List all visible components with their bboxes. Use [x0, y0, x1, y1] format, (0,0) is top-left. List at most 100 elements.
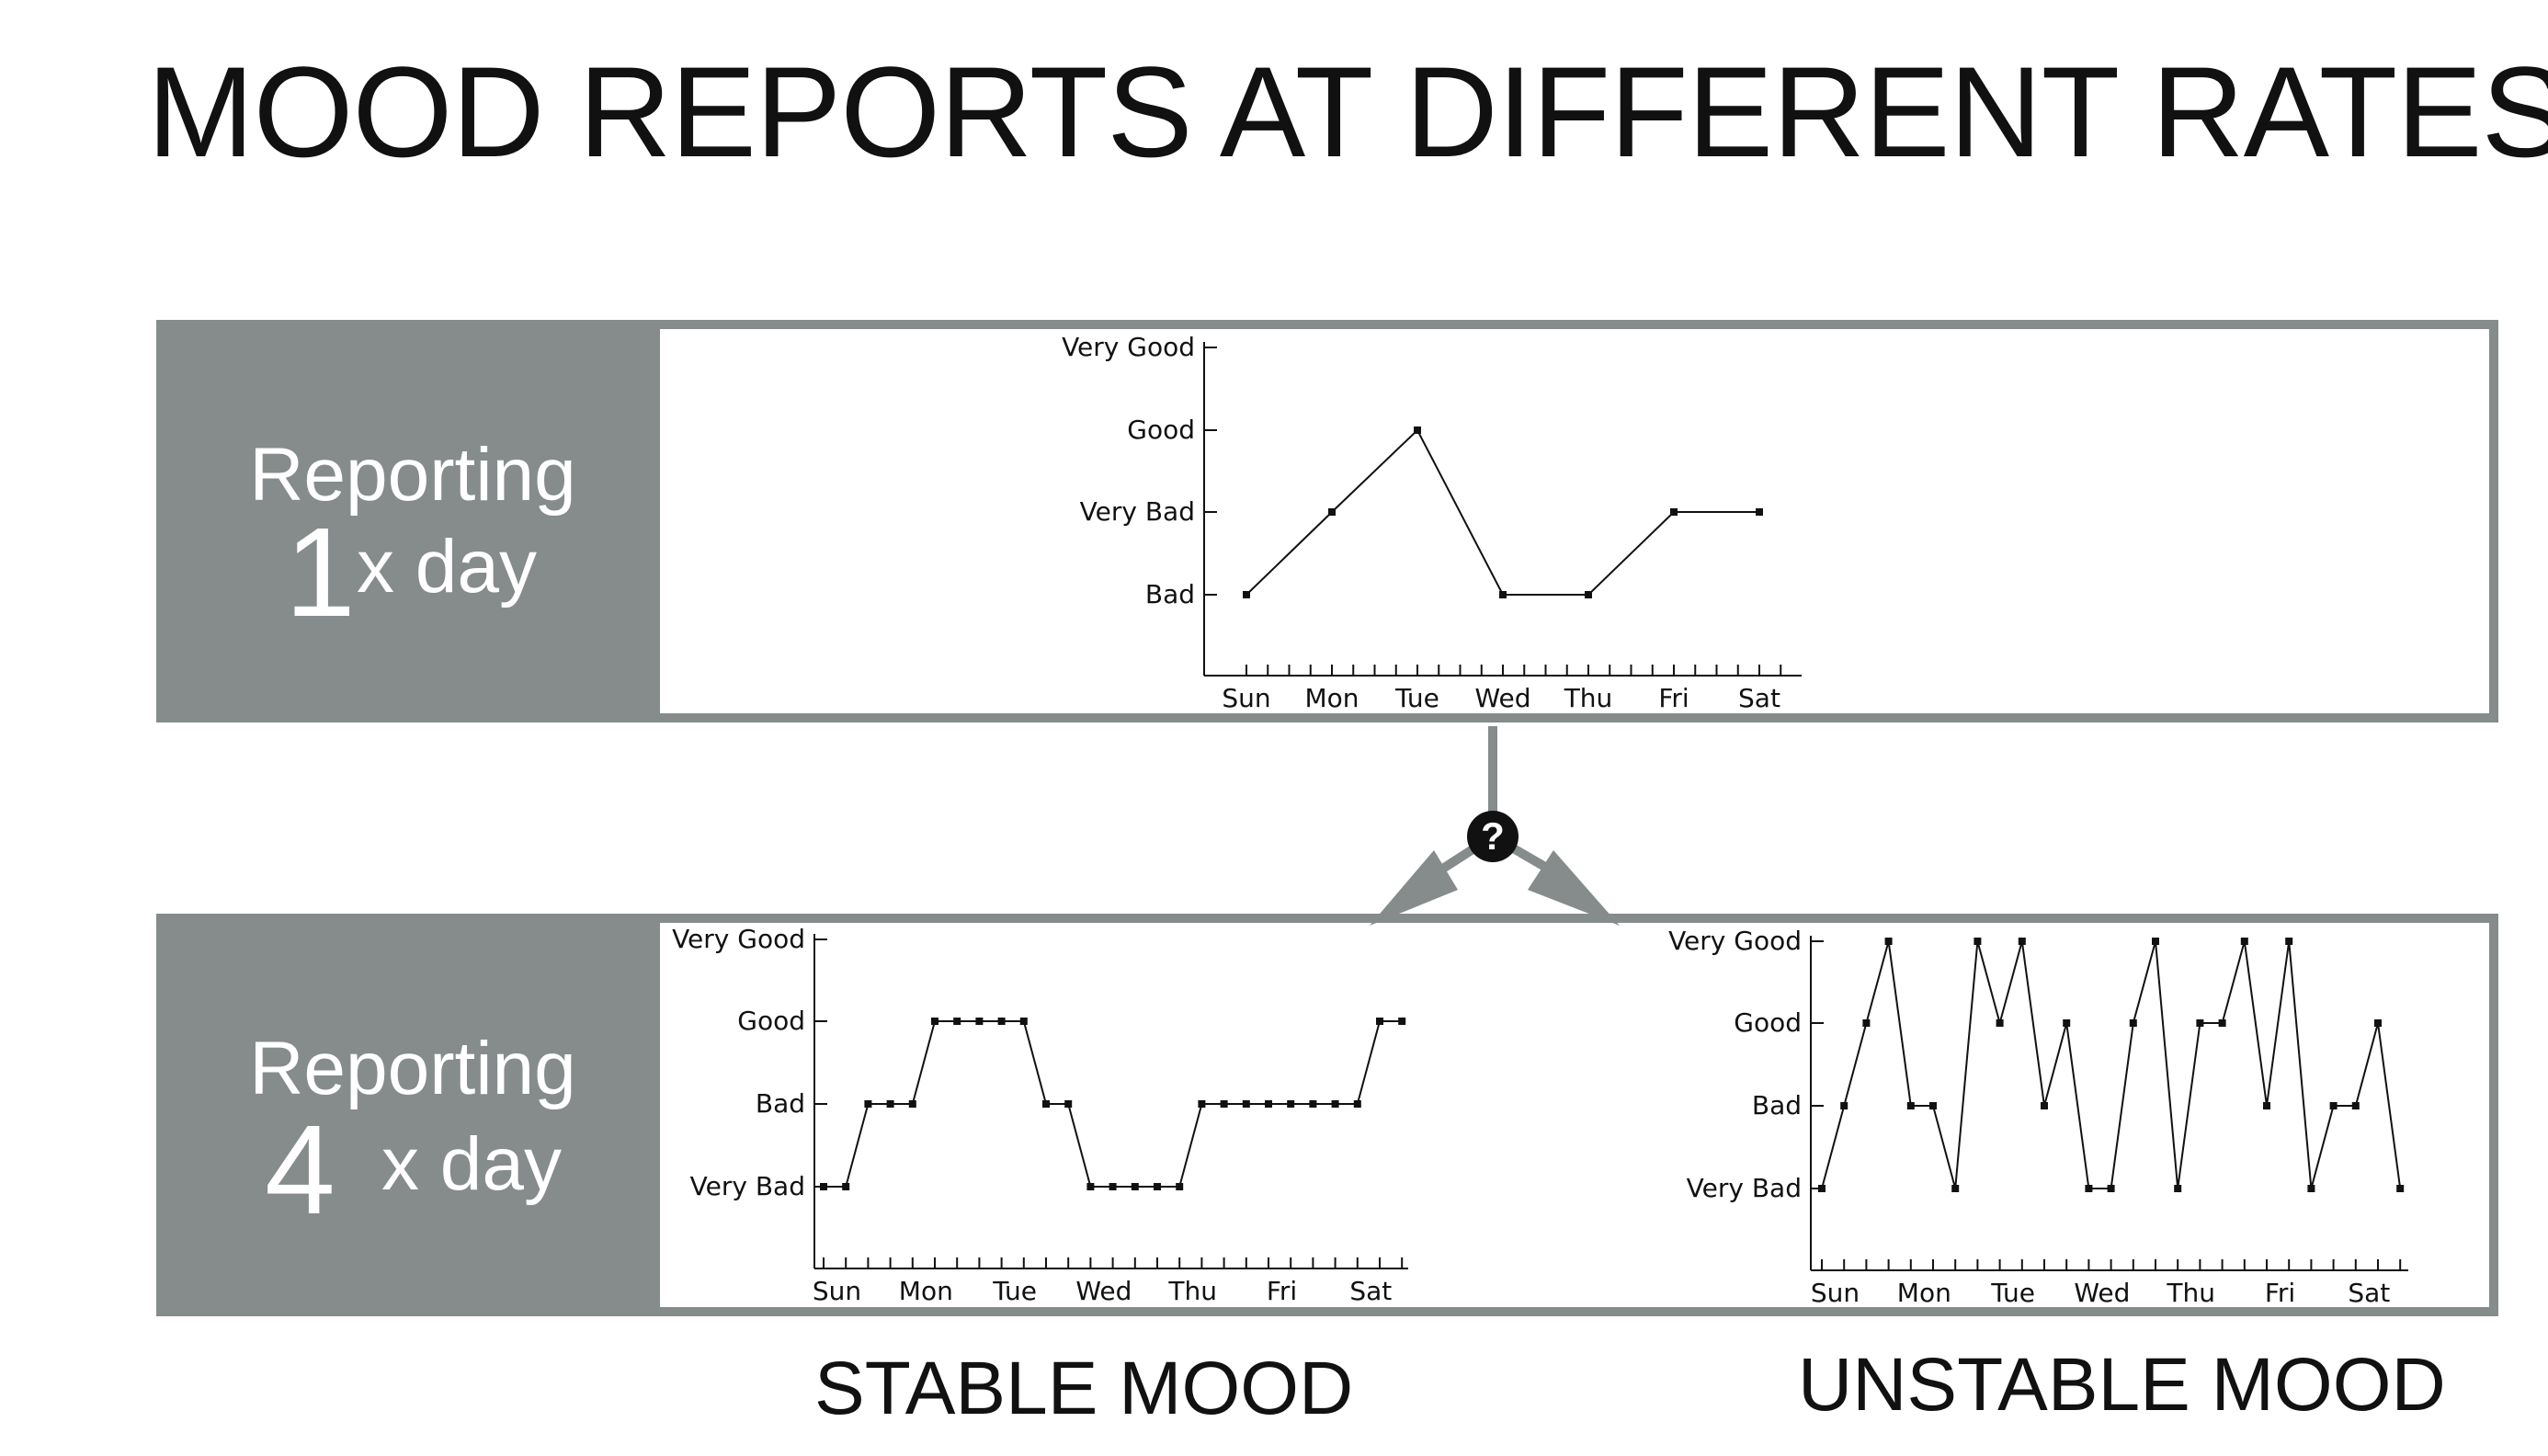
data-point [1198, 1100, 1206, 1108]
data-point [1176, 1183, 1184, 1190]
reporting-number: 4 [265, 1099, 336, 1241]
data-point [1974, 938, 1982, 945]
data-point [2285, 938, 2293, 945]
y-tick-label: Very Bad [690, 1171, 805, 1201]
data-point [1929, 1102, 1937, 1109]
reporting-rate: x day [357, 525, 537, 609]
x-tick-label: Sat [1738, 683, 1780, 713]
x-tick-label: Sun [1811, 1278, 1860, 1308]
data-point [1220, 1100, 1228, 1108]
data-point [931, 1018, 938, 1025]
panel-1x-day: Reporting 1 x day [156, 320, 2498, 722]
x-tick-label: Tue [1394, 683, 1439, 713]
reporting-number: 1 [285, 502, 356, 643]
x-tick-label: Mon [1897, 1278, 1951, 1308]
data-point [1353, 1100, 1361, 1108]
data-point [2129, 1019, 2137, 1027]
data-point [1265, 1100, 1272, 1108]
x-tick-label: Sat [1349, 1276, 1392, 1306]
data-point [1042, 1100, 1050, 1108]
x-tick-label: Wed [2074, 1278, 2130, 1308]
data-point [2263, 1102, 2270, 1109]
x-tick-label: Thu [1167, 1276, 1217, 1306]
data-point [997, 1018, 1006, 1025]
data-point [1906, 1102, 1915, 1109]
data-point [953, 1018, 961, 1025]
data-point [1414, 427, 1421, 434]
x-tick-label: Sun [1222, 683, 1270, 713]
reporting-rate: x day [381, 1122, 562, 1206]
data-point [864, 1100, 872, 1108]
y-tick-label: Bad [1752, 1090, 1802, 1120]
data-point [1670, 508, 1678, 516]
x-tick-label: Mon [899, 1276, 953, 1306]
x-tick-label: Fri [2265, 1278, 2295, 1308]
arrowhead-right-icon [1528, 850, 1620, 926]
y-tick-label: Very Bad [1687, 1173, 1802, 1203]
data-point [1996, 1019, 2004, 1027]
data-point [2152, 938, 2159, 945]
data-point [1109, 1183, 1117, 1190]
data-point [1840, 1102, 1848, 1109]
reporting-4x-label: Reporting 4 x day [165, 923, 660, 1307]
data-point [1756, 508, 1763, 516]
x-tick-label: Thu [2166, 1278, 2215, 1308]
y-tick-label: Good [737, 1006, 805, 1036]
y-tick-label: Very Good [672, 924, 805, 954]
data-point [2018, 938, 2026, 945]
data-point [1818, 1185, 1826, 1192]
series-line [1821, 940, 2402, 1189]
data-point [2174, 1185, 2182, 1192]
data-point [1287, 1100, 1295, 1108]
data-point [1585, 591, 1592, 598]
data-point [1131, 1183, 1139, 1190]
reporting-word: Reporting [249, 433, 576, 517]
data-point [2351, 1102, 2360, 1109]
y-tick-label: Good [1734, 1007, 1802, 1038]
caption-unstable: UNSTABLE MOOD [1798, 1343, 2446, 1427]
x-tick-label: Sun [813, 1276, 861, 1306]
x-tick-label: Fri [1267, 1276, 1297, 1306]
data-point [2041, 1102, 2048, 1109]
series-line [1246, 428, 1759, 596]
data-point [2374, 1019, 2382, 1027]
data-point [2240, 938, 2248, 945]
x-tick-label: Wed [1075, 1276, 1132, 1306]
data-point [2218, 1019, 2226, 1027]
data-point [1398, 1018, 1406, 1025]
data-point [1019, 1018, 1028, 1025]
data-point [1064, 1100, 1073, 1108]
data-point [2307, 1185, 2315, 1192]
data-point [908, 1100, 916, 1108]
data-point [1884, 938, 1893, 945]
page-title: MOOD REPORTS AT DIFFERENT RATES [147, 40, 2548, 184]
y-tick-label: Very Bad [1080, 496, 1195, 527]
data-point [886, 1100, 894, 1108]
question-badge-icon: ? [1467, 811, 1519, 862]
data-point [2063, 1019, 2071, 1027]
data-point [1328, 508, 1336, 516]
panel-4x-day: Reporting 4 x day [156, 914, 2498, 1316]
data-point [1154, 1183, 1161, 1190]
reporting-word: Reporting [249, 1027, 576, 1110]
y-tick-label: Bad [756, 1088, 805, 1119]
data-point [1086, 1183, 1095, 1190]
data-point [820, 1183, 827, 1190]
data-point [2396, 1185, 2405, 1192]
y-tick-label: Very Good [1062, 332, 1195, 362]
data-point [1499, 591, 1507, 598]
data-point [975, 1018, 984, 1025]
data-point [2085, 1185, 2093, 1192]
data-point [2329, 1102, 2338, 1109]
data-point [1242, 1100, 1250, 1108]
x-tick-label: Wed [1474, 683, 1530, 713]
y-tick-label: Good [1127, 415, 1195, 445]
x-tick-label: Fri [1658, 683, 1689, 713]
data-point [1243, 591, 1250, 598]
arrowhead-left-icon [1370, 850, 1458, 926]
x-tick-label: Tue [992, 1276, 1037, 1306]
x-tick-label: Mon [1304, 683, 1359, 713]
data-point [1951, 1185, 1960, 1192]
data-point [2107, 1185, 2115, 1192]
data-point [1309, 1100, 1317, 1108]
